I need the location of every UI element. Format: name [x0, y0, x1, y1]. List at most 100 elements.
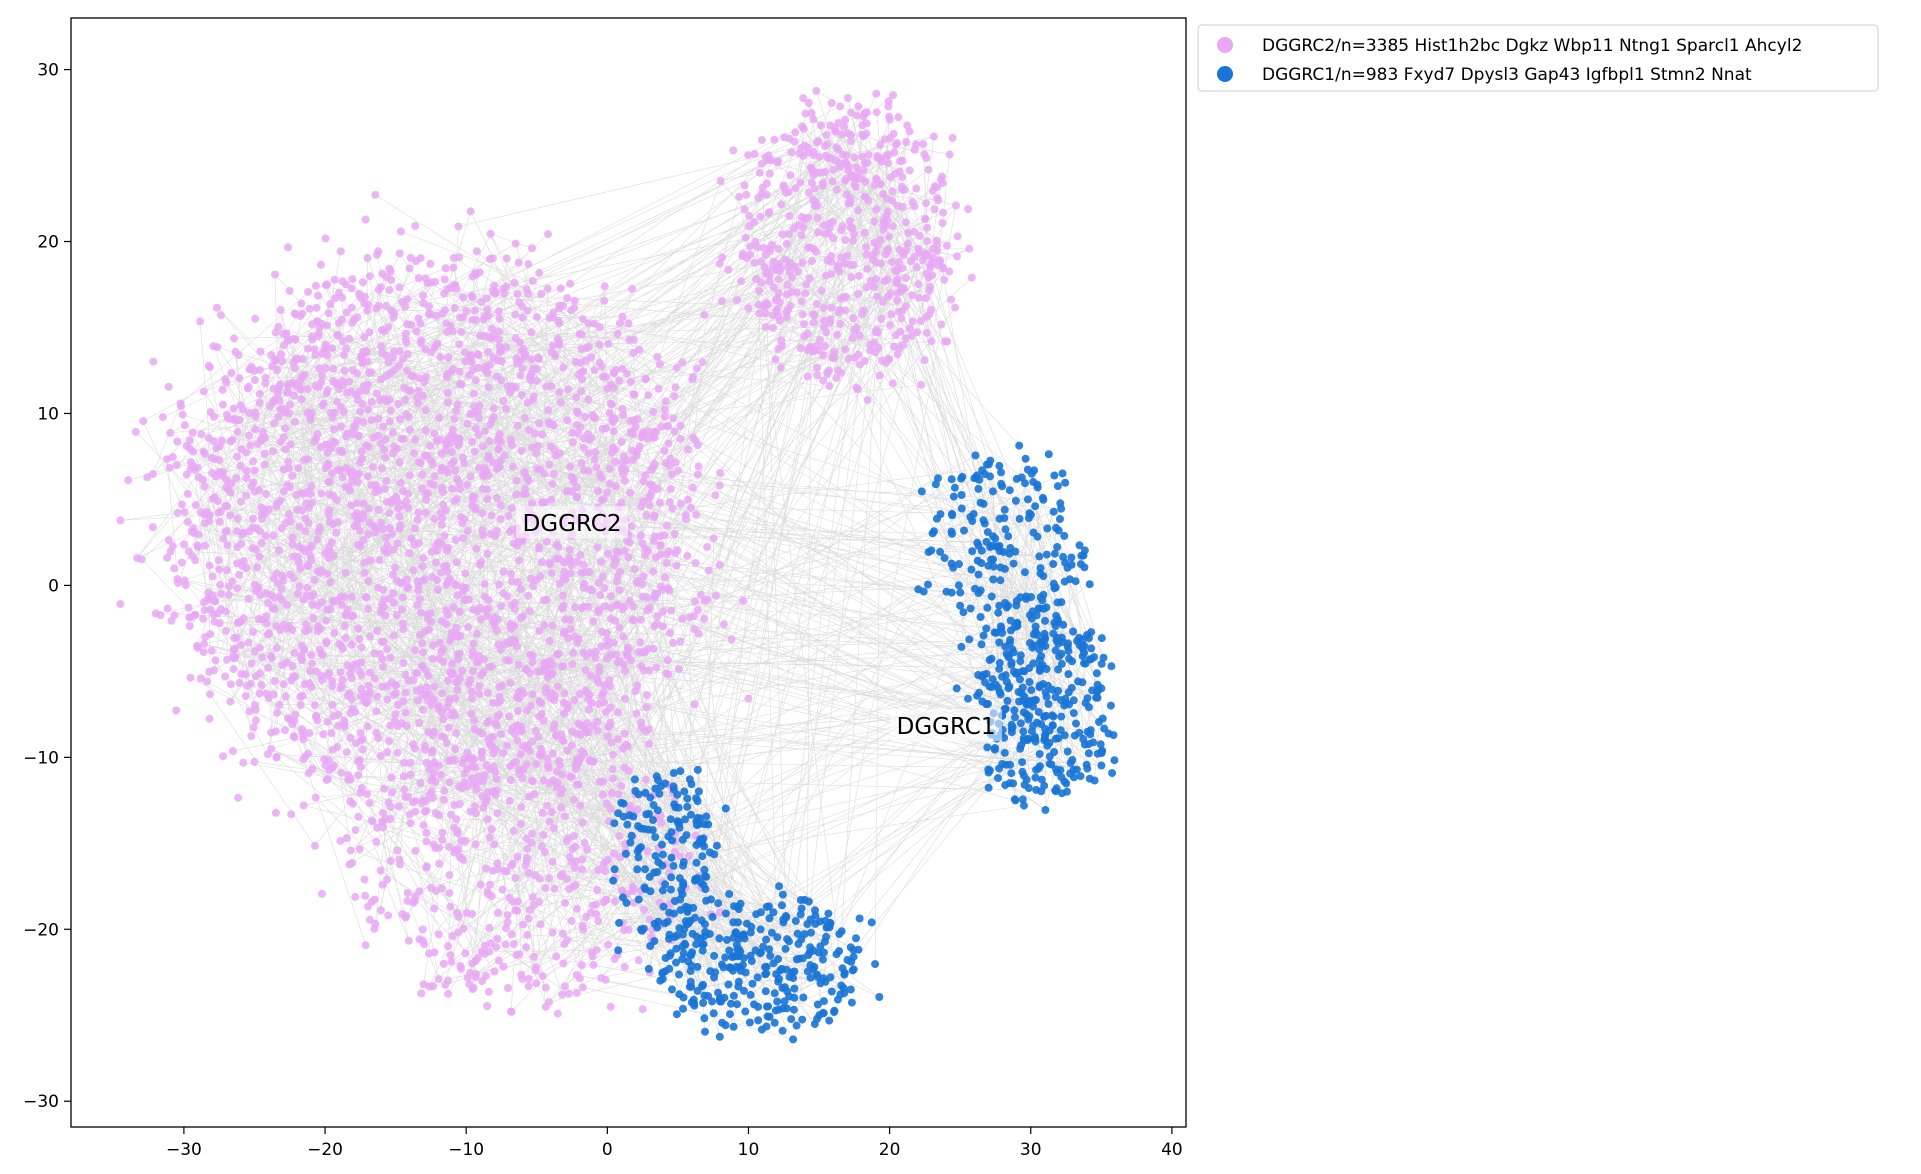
- data-point: [1041, 724, 1050, 733]
- data-point: [781, 944, 790, 953]
- data-point: [540, 469, 549, 478]
- data-point: [286, 400, 295, 409]
- data-point: [239, 405, 247, 414]
- data-point: [995, 638, 1004, 647]
- data-point: [395, 361, 404, 370]
- data-point: [402, 912, 411, 921]
- data-point: [703, 543, 712, 551]
- data-point: [242, 491, 251, 500]
- data-point: [301, 547, 310, 556]
- data-point: [700, 614, 709, 623]
- data-point: [472, 629, 481, 638]
- data-point: [511, 637, 519, 646]
- data-point: [1056, 726, 1065, 735]
- data-point: [421, 345, 430, 354]
- data-point: [270, 419, 279, 428]
- data-point: [590, 319, 599, 328]
- data-point: [917, 487, 926, 496]
- data-point: [374, 583, 383, 592]
- data-point: [255, 389, 264, 398]
- data-point: [364, 504, 373, 513]
- data-point: [472, 785, 481, 794]
- data-point: [1079, 734, 1088, 743]
- data-point: [688, 483, 697, 492]
- data-point: [325, 518, 334, 526]
- data-point: [664, 422, 673, 431]
- data-point: [492, 943, 501, 952]
- data-point: [206, 630, 215, 639]
- data-point: [1108, 769, 1117, 778]
- data-point: [341, 610, 350, 619]
- data-point: [364, 405, 373, 414]
- data-point: [517, 803, 526, 812]
- data-point: [163, 455, 171, 464]
- data-point: [1020, 801, 1028, 810]
- data-point: [1016, 719, 1025, 728]
- data-point: [321, 549, 330, 558]
- data-point: [480, 580, 489, 588]
- data-point: [270, 593, 279, 602]
- data-point: [661, 967, 670, 976]
- data-point: [605, 479, 614, 488]
- data-point: [459, 924, 468, 933]
- data-point: [301, 514, 310, 523]
- data-point: [308, 335, 317, 344]
- data-point: [414, 386, 423, 395]
- data-point: [656, 360, 664, 369]
- data-point: [364, 604, 373, 613]
- data-point: [411, 221, 420, 230]
- data-point: [432, 311, 441, 320]
- data-point: [471, 376, 480, 385]
- data-point: [1076, 772, 1085, 781]
- data-point: [390, 347, 398, 356]
- data-point: [645, 739, 654, 748]
- data-point: [708, 912, 717, 921]
- data-point: [863, 264, 872, 273]
- data-point: [434, 761, 443, 770]
- data-point: [698, 946, 707, 955]
- data-point: [571, 603, 580, 612]
- data-point: [218, 385, 227, 394]
- data-point: [357, 658, 366, 667]
- data-point: [389, 589, 398, 598]
- data-point: [470, 493, 479, 502]
- data-point: [742, 919, 751, 928]
- data-point: [446, 951, 455, 960]
- data-point: [455, 782, 463, 791]
- data-point: [1004, 532, 1013, 541]
- data-point: [376, 906, 385, 915]
- data-point: [604, 339, 613, 348]
- data-point: [484, 596, 493, 605]
- data-point: [287, 810, 296, 819]
- data-point: [558, 735, 567, 744]
- data-point: [341, 633, 350, 642]
- data-point: [382, 302, 391, 310]
- data-point: [818, 955, 827, 964]
- data-point: [650, 532, 659, 541]
- data-point: [754, 1016, 763, 1025]
- data-point: [715, 560, 724, 569]
- data-point: [579, 925, 588, 934]
- data-point: [914, 280, 923, 289]
- data-point: [426, 259, 435, 268]
- data-point: [863, 159, 872, 168]
- data-point: [681, 510, 690, 519]
- data-point: [221, 672, 230, 681]
- data-point: [251, 412, 260, 421]
- data-point: [455, 484, 464, 493]
- data-point: [327, 729, 336, 738]
- data-point: [688, 375, 697, 384]
- data-point: [531, 966, 540, 975]
- data-point: [617, 437, 626, 446]
- data-point: [615, 586, 624, 595]
- data-point: [582, 912, 591, 921]
- data-point: [1107, 662, 1116, 671]
- data-point: [523, 853, 531, 862]
- data-point: [418, 925, 427, 934]
- data-point: [205, 561, 214, 570]
- data-point: [500, 451, 509, 460]
- data-point: [804, 951, 813, 960]
- data-point: [293, 589, 302, 598]
- data-point: [399, 772, 408, 781]
- data-point: [419, 705, 427, 714]
